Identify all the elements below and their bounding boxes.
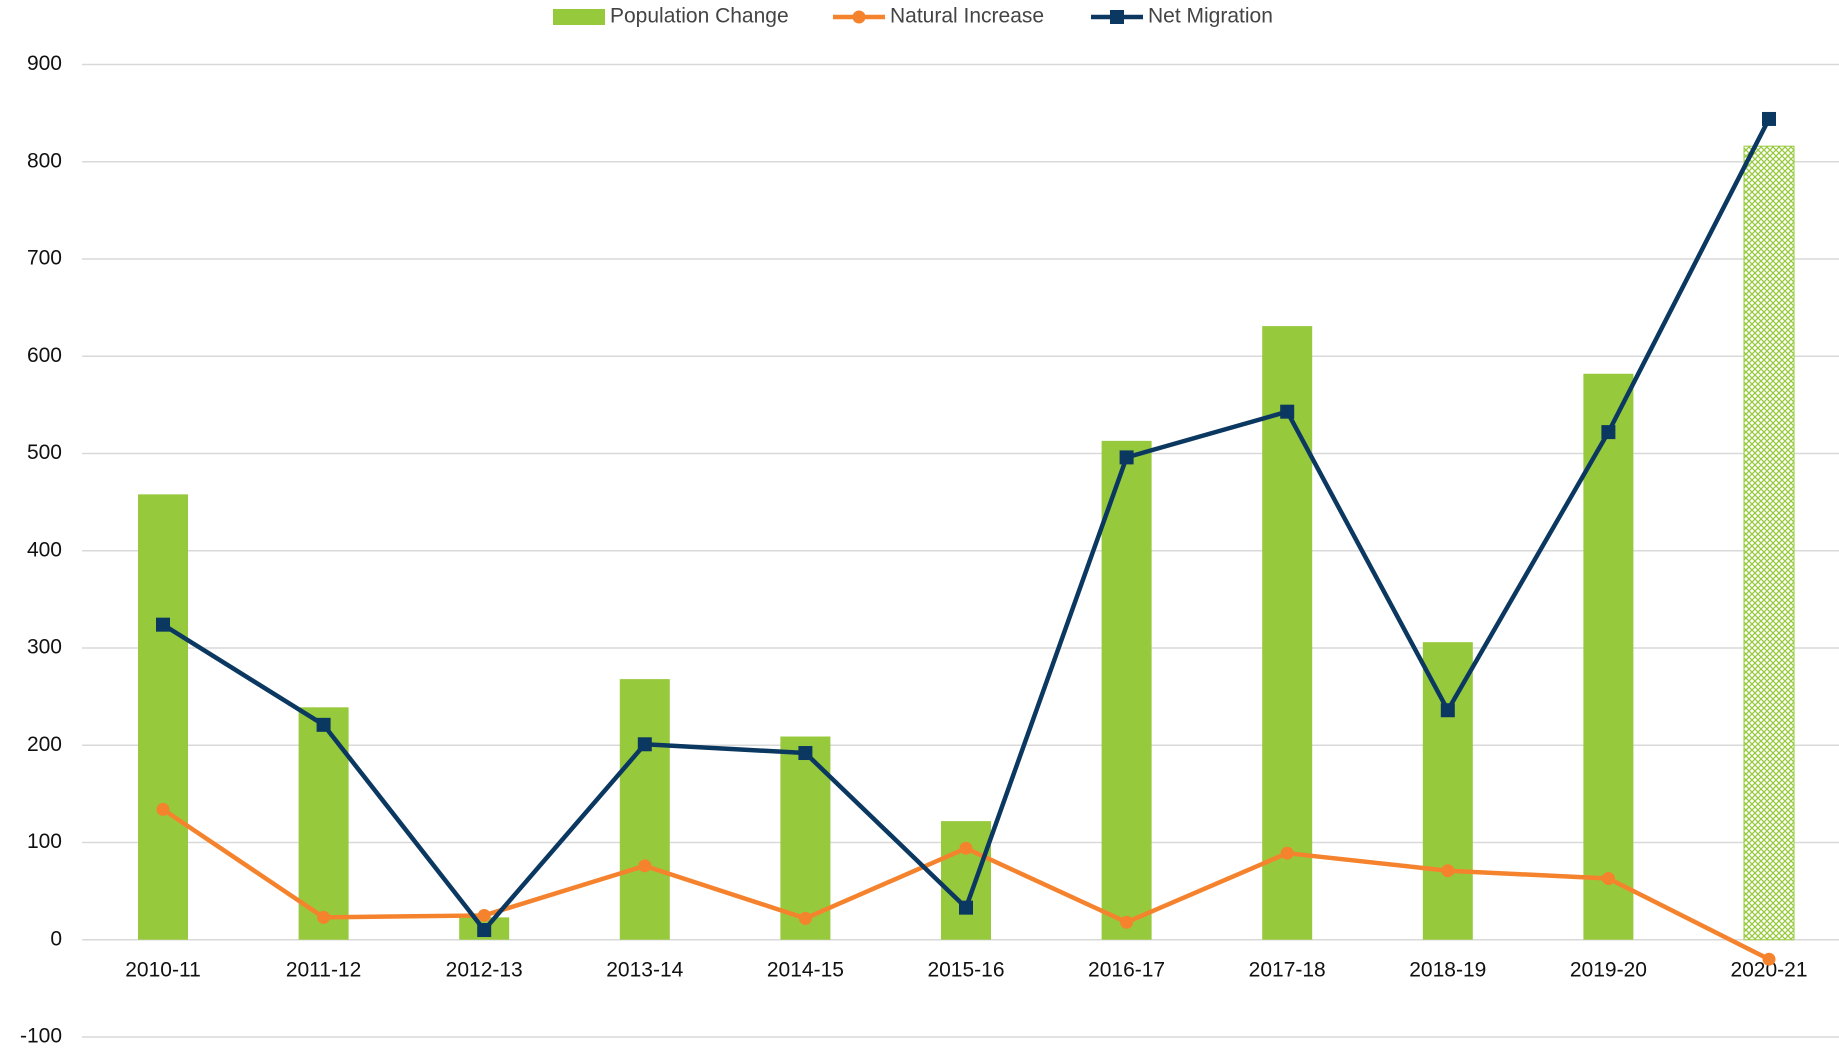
marker xyxy=(1601,425,1616,440)
marker xyxy=(1440,703,1455,718)
x-tick-label: 2019-20 xyxy=(1570,958,1647,981)
y-tick-label: 0 xyxy=(50,927,62,950)
y-tick-label: 400 xyxy=(27,538,62,561)
marker xyxy=(637,737,652,752)
x-tick-label: 2013-14 xyxy=(606,958,683,981)
y-tick-label: 900 xyxy=(27,52,62,75)
bar xyxy=(941,821,991,940)
marker xyxy=(1120,915,1134,929)
legend-marker xyxy=(1110,10,1124,24)
legend-label: Natural Increase xyxy=(890,5,1044,28)
marker xyxy=(959,841,973,855)
marker xyxy=(798,746,813,761)
marker xyxy=(1119,450,1134,465)
marker xyxy=(1762,111,1776,126)
y-tick-label: 800 xyxy=(27,149,62,172)
marker xyxy=(638,859,652,873)
bar xyxy=(1583,373,1634,940)
x-tick-label: 2018-19 xyxy=(1409,958,1486,981)
x-tick-label: 2017-18 xyxy=(1249,958,1326,981)
x-tick-label: 2020-21 xyxy=(1730,958,1807,981)
x-tick-label: 2012-13 xyxy=(446,958,523,981)
y-tick-label: 100 xyxy=(27,830,62,853)
y-tick-label: 700 xyxy=(27,247,62,270)
marker xyxy=(316,717,331,732)
x-tick-label: 2011-12 xyxy=(286,958,362,981)
y-tick-label: 300 xyxy=(27,636,62,659)
marker xyxy=(1762,952,1776,966)
marker xyxy=(477,923,492,938)
legend-label: Net Migration xyxy=(1148,5,1273,28)
legend-label: Population Change xyxy=(610,5,789,28)
line xyxy=(161,117,1772,933)
bar xyxy=(1743,145,1795,941)
marker xyxy=(1601,871,1615,885)
legend-marker xyxy=(852,10,866,24)
y-tick-label: 200 xyxy=(27,733,62,756)
x-tick-label: 2010-11 xyxy=(125,958,201,981)
marker xyxy=(477,908,491,922)
x-tick-label: 2016-17 xyxy=(1088,958,1165,981)
marker xyxy=(1280,404,1295,419)
bar xyxy=(138,494,188,940)
y-tick-label: -100 xyxy=(20,1025,62,1048)
bar xyxy=(619,679,670,940)
bar xyxy=(1101,440,1152,940)
bar xyxy=(1262,326,1313,940)
legend-swatch xyxy=(553,9,605,25)
y-tick-label: 500 xyxy=(27,441,62,464)
y-tick-label: 600 xyxy=(27,344,62,367)
marker xyxy=(1280,846,1294,860)
marker xyxy=(156,617,170,632)
x-tick-label: 2015-16 xyxy=(927,958,1004,981)
marker xyxy=(1441,864,1455,878)
marker xyxy=(156,802,170,816)
marker xyxy=(317,910,331,924)
x-tick-label: 2014-15 xyxy=(767,958,844,981)
bar xyxy=(1422,642,1473,940)
marker xyxy=(798,911,812,925)
marker xyxy=(959,900,973,915)
